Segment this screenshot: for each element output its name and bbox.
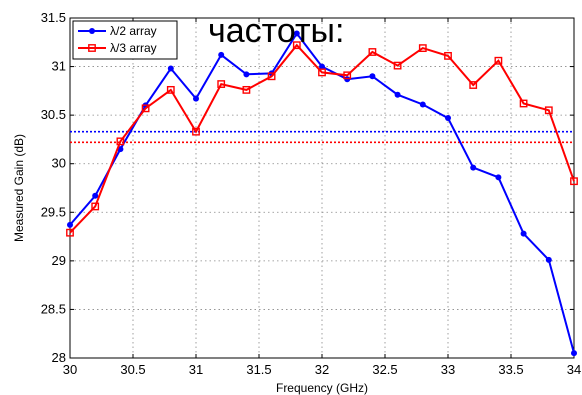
- legend-entry-2: λ/3 array: [110, 41, 157, 55]
- data-point: [519, 99, 528, 108]
- x-tick-label: 32.5: [372, 362, 397, 377]
- y-tick-label: 31: [52, 59, 66, 74]
- legend: λ/2 array λ/3 array: [72, 20, 178, 60]
- data-point: [217, 80, 226, 88]
- data-point: [192, 127, 200, 136]
- series-line-2: [69, 43, 575, 234]
- data-point: [444, 51, 452, 60]
- data-point: [571, 350, 577, 357]
- y-tick-label: 29: [52, 253, 66, 268]
- x-tick-label: 33: [441, 362, 455, 377]
- data-point: [445, 115, 451, 122]
- x-tick-label: 34: [567, 362, 581, 377]
- series-2: [66, 41, 578, 237]
- tick-labels: 30 30.5 31 31.5 32 32.5 33 33.5 34 28 28.5 29 29.5 30…: [41, 10, 582, 377]
- data-point: [494, 56, 503, 65]
- data-point: [369, 73, 376, 80]
- x-tick-label: 31.5: [246, 362, 271, 377]
- data-point: [343, 71, 352, 80]
- data-point: [66, 228, 74, 237]
- x-tick-label: 32: [315, 362, 329, 377]
- legend-marker-1: [89, 28, 95, 34]
- data-point: [544, 106, 553, 115]
- data-point: [419, 101, 426, 108]
- data-point: [218, 51, 225, 58]
- data-point: [393, 61, 402, 70]
- y-tick-label: 28: [52, 350, 66, 365]
- data-point: [545, 256, 552, 263]
- legend-marker-2: [88, 44, 96, 52]
- data-point: [469, 81, 478, 89]
- data-point: [418, 44, 427, 53]
- data-point: [116, 137, 125, 146]
- legend-box: [72, 20, 178, 60]
- data-point: [292, 41, 301, 50]
- data-point: [91, 202, 100, 211]
- data-point: [470, 164, 477, 171]
- average-lines: [70, 130, 574, 144]
- x-tick-label: 31: [189, 362, 203, 377]
- x-tick-label: 33.5: [498, 362, 523, 377]
- x-tick-label: 30.5: [120, 362, 145, 377]
- data-point: [242, 85, 251, 94]
- data-point: [293, 30, 300, 37]
- data-point: [520, 230, 527, 237]
- data-point: [495, 174, 502, 181]
- y-tick-label: 30.5: [41, 107, 66, 122]
- y-tick-label: 30: [52, 156, 66, 171]
- y-tick-label: 29.5: [41, 204, 66, 219]
- legend-entry-1: λ/2 array: [110, 24, 157, 38]
- data-point: [67, 221, 73, 228]
- overlay-title-text: частоты:: [208, 12, 344, 50]
- data-point: [318, 68, 326, 77]
- data-point: [167, 65, 174, 72]
- x-tick-label: 30: [63, 362, 77, 377]
- y-tick-label: 28.5: [41, 301, 66, 316]
- data-point: [92, 192, 99, 199]
- y-tick-label: 31.5: [41, 10, 66, 25]
- data-point: [193, 95, 199, 102]
- x-axis-label: Frequency (GHz): [276, 381, 368, 395]
- data-point: [319, 63, 325, 70]
- data-point: [267, 72, 276, 81]
- data-point: [243, 71, 250, 78]
- data-point: [368, 48, 377, 56]
- data-point: [570, 177, 578, 186]
- data-point: [166, 85, 175, 94]
- data-point: [141, 104, 150, 113]
- y-axis-label: Measured Gain (dB): [12, 134, 26, 242]
- series-layer: [66, 30, 578, 357]
- data-point: [394, 91, 401, 98]
- plot-area: [69, 17, 575, 359]
